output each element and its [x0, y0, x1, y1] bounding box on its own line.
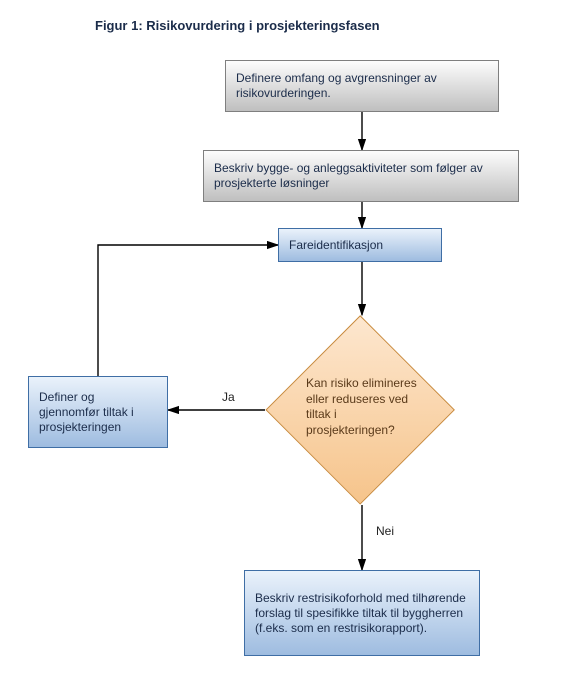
node-residual-risk: Beskriv restrisikoforhold med tilhørende…: [244, 570, 480, 656]
node-define-measures: Definer og gjennomfør tiltak i prosjekte…: [28, 376, 168, 448]
node-decision-text: Kan risiko elimineres eller reduseres ve…: [306, 376, 426, 438]
figure-title: Figur 1: Risikovurdering i prosjektering…: [95, 18, 380, 33]
node-describe-activities: Beskriv bygge- og anleggsaktiviteter som…: [203, 150, 519, 202]
edge-label-no: Nei: [376, 524, 394, 538]
edge-label-yes: Ja: [222, 390, 235, 404]
node-text: Definere omfang og avgrensninger av risi…: [236, 71, 488, 101]
node-text: Beskriv restrisikoforhold med tilhørende…: [255, 591, 469, 636]
node-define-scope: Definere omfang og avgrensninger av risi…: [225, 60, 499, 112]
node-text: Beskriv bygge- og anleggsaktiviteter som…: [214, 161, 508, 191]
node-text: Definer og gjennomfør tiltak i prosjekte…: [39, 390, 157, 435]
node-text: Fareidentifikasjon: [289, 238, 383, 253]
node-hazard-identification: Fareidentifikasjon: [278, 228, 442, 262]
